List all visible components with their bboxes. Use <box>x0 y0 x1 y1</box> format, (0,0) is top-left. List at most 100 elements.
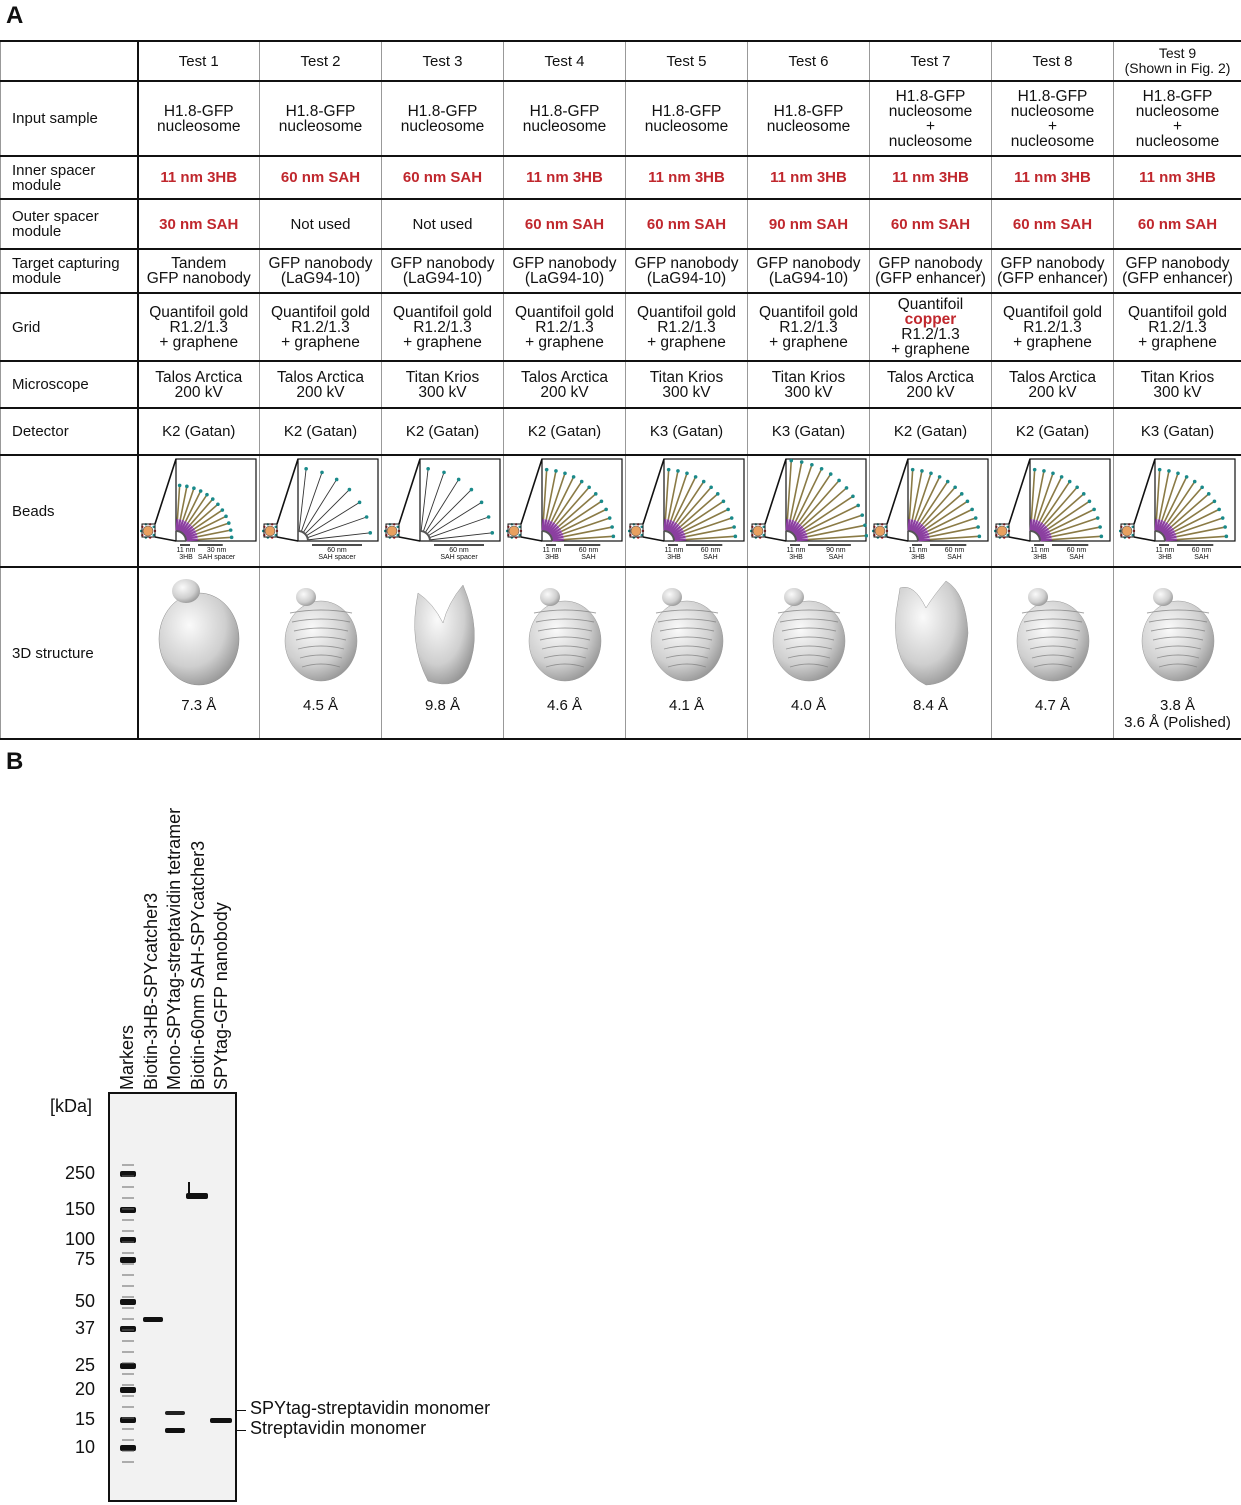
resolution-label: 4.5 Å <box>260 698 381 713</box>
cell-text-line: Titan Krios <box>1114 370 1241 385</box>
outer-spacer-rod <box>198 537 232 539</box>
nanobody-dot <box>334 478 338 482</box>
nanobody-dot <box>844 486 848 490</box>
marker-smear <box>122 1351 134 1353</box>
cell-text-line: K2 (Gatan) <box>992 424 1113 439</box>
table-cell: K2 (Gatan) <box>504 408 626 455</box>
marker-smear <box>122 1428 134 1430</box>
cryo-em-map <box>510 573 620 691</box>
cell-text-line: nucleosome <box>260 119 381 134</box>
cell-text-line: Quantifoil gold <box>992 305 1113 320</box>
small-bead-icon <box>1122 526 1132 536</box>
nanobody-dot <box>819 467 823 471</box>
resolution-label: 9.8 Å <box>382 698 503 713</box>
nanobody-dot <box>1051 471 1055 475</box>
cell-text-line: + graphene <box>139 335 260 350</box>
scale-label: 60 nm <box>578 547 598 554</box>
outer-spacer-rod <box>558 494 595 527</box>
cell-text-line: Talos Arctica <box>139 370 260 385</box>
zoom-line <box>643 459 664 524</box>
structure-image <box>260 568 381 696</box>
density-map-lobe <box>540 588 560 606</box>
table-cell: GFP nanobody(LaG94-10) <box>260 249 382 293</box>
cell-text-line: Detector <box>12 424 137 439</box>
table-cell: K3 (Gatan) <box>626 408 748 455</box>
zoom-line <box>765 537 786 541</box>
table-cell: GFP nanobody(LaG94-10) <box>748 249 870 293</box>
table-cell: 30 nm SAH <box>138 199 260 249</box>
scale-label: 3HB <box>1158 554 1172 561</box>
cell-text-line: K3 (Gatan) <box>1114 424 1241 439</box>
marker-smear <box>122 1230 134 1232</box>
zoom-line <box>277 459 298 524</box>
table-cell: Not used <box>382 199 504 249</box>
cell-text-line: Inner spacer <box>12 163 137 178</box>
nanobody-dot <box>607 516 611 520</box>
density-map-blob <box>1142 601 1214 681</box>
nanobody-dot <box>593 492 597 496</box>
cell-text-line: (LaG94-10) <box>382 271 503 286</box>
cell-text-line: R1.2/1.3 <box>139 320 260 335</box>
outer-spacer-rod <box>1156 470 1159 519</box>
table-cell: 60 nm SAH <box>504 199 626 249</box>
cell-text-line: 60 nm SAH <box>1114 217 1241 232</box>
lane-label: SPYtag-GFP nanobody <box>211 902 232 1090</box>
outer-spacer-rod <box>922 487 955 524</box>
cell-text-line: 11 nm 3HB <box>992 170 1113 185</box>
nanobody-dot <box>479 501 483 505</box>
row-label: Microscope <box>1 361 138 408</box>
marker-smear <box>122 1307 134 1309</box>
cell-text-line: K3 (Gatan) <box>626 424 747 439</box>
outer-spacer-rod <box>678 487 711 524</box>
cell-text-line: 11 nm 3HB <box>504 170 625 185</box>
zoom-line <box>765 459 786 524</box>
resolution-label: 3.8 Å <box>1114 698 1241 713</box>
nanobody-dot <box>220 508 224 512</box>
marker-smear <box>122 1241 134 1243</box>
nanobody-dot <box>851 494 855 498</box>
cell-text-line: Microscope <box>12 377 137 392</box>
marker-smear <box>122 1263 134 1265</box>
structure-image <box>1114 568 1241 696</box>
cell-text-line: + graphene <box>626 335 747 350</box>
nanobody-dot <box>304 467 308 471</box>
cell-text-line: nucleosome <box>748 119 869 134</box>
nanobody-dot <box>666 468 670 472</box>
inner-spacer-rod <box>1164 540 1176 541</box>
cell-text-line: (GFP enhancer) <box>870 271 991 286</box>
kda-unit-label: [kDa] <box>50 1096 92 1117</box>
cell-text-line: GFP nanobody <box>626 256 747 271</box>
zoom-line <box>277 537 298 541</box>
outer-spacer-rod <box>1051 536 1100 539</box>
marker-smear <box>122 1285 134 1287</box>
cell-text-line: nucleosome <box>139 119 260 134</box>
table-cell: 11 nm 3HB <box>504 156 626 199</box>
marker-smear <box>122 1329 134 1331</box>
table-cell: 8.4 Å <box>870 567 992 739</box>
structure-image <box>382 568 503 696</box>
resolution-label: 7.3 Å <box>139 698 260 713</box>
scale-label: 60 nm <box>944 547 964 554</box>
outer-spacer-rod <box>563 536 612 539</box>
scale-label: 30 nm <box>207 547 227 554</box>
outer-spacer-rod <box>177 485 179 519</box>
cell-text-line: + graphene <box>382 335 503 350</box>
outer-spacer-rod <box>1031 470 1034 519</box>
nanobody-dot <box>426 467 430 471</box>
density-map-lobe <box>1028 588 1048 606</box>
marker-smear <box>122 1340 134 1342</box>
mw-tick-label: 37 <box>40 1318 95 1339</box>
